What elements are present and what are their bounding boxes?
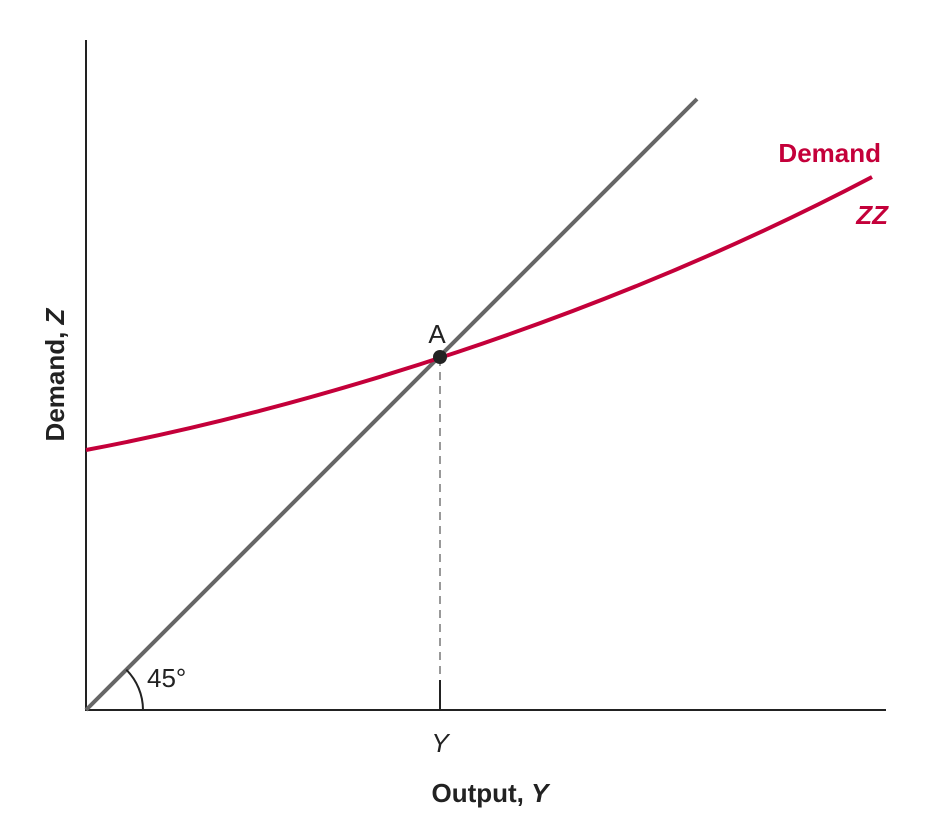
x-marker-label: Y — [431, 728, 450, 758]
y-axis-title-variable: Z — [40, 307, 70, 325]
point-label: A — [428, 319, 446, 349]
y-axis-title: Demand, Z — [40, 307, 70, 441]
x-axis-title: Output, Y — [432, 778, 552, 808]
equilibrium-point — [433, 350, 447, 364]
curve-symbol: ZZ — [855, 200, 889, 230]
demand-curve — [85, 175, 873, 452]
angle-arc — [125, 668, 144, 711]
45-degree-line — [84, 97, 699, 712]
y-axis-title-text: Demand, — [40, 324, 70, 441]
angle-label: 45° — [147, 663, 186, 693]
curve-name: Demand — [778, 138, 881, 168]
x-axis-title-variable: Y — [531, 778, 551, 808]
x-axis-title-text: Output, — [432, 778, 532, 808]
